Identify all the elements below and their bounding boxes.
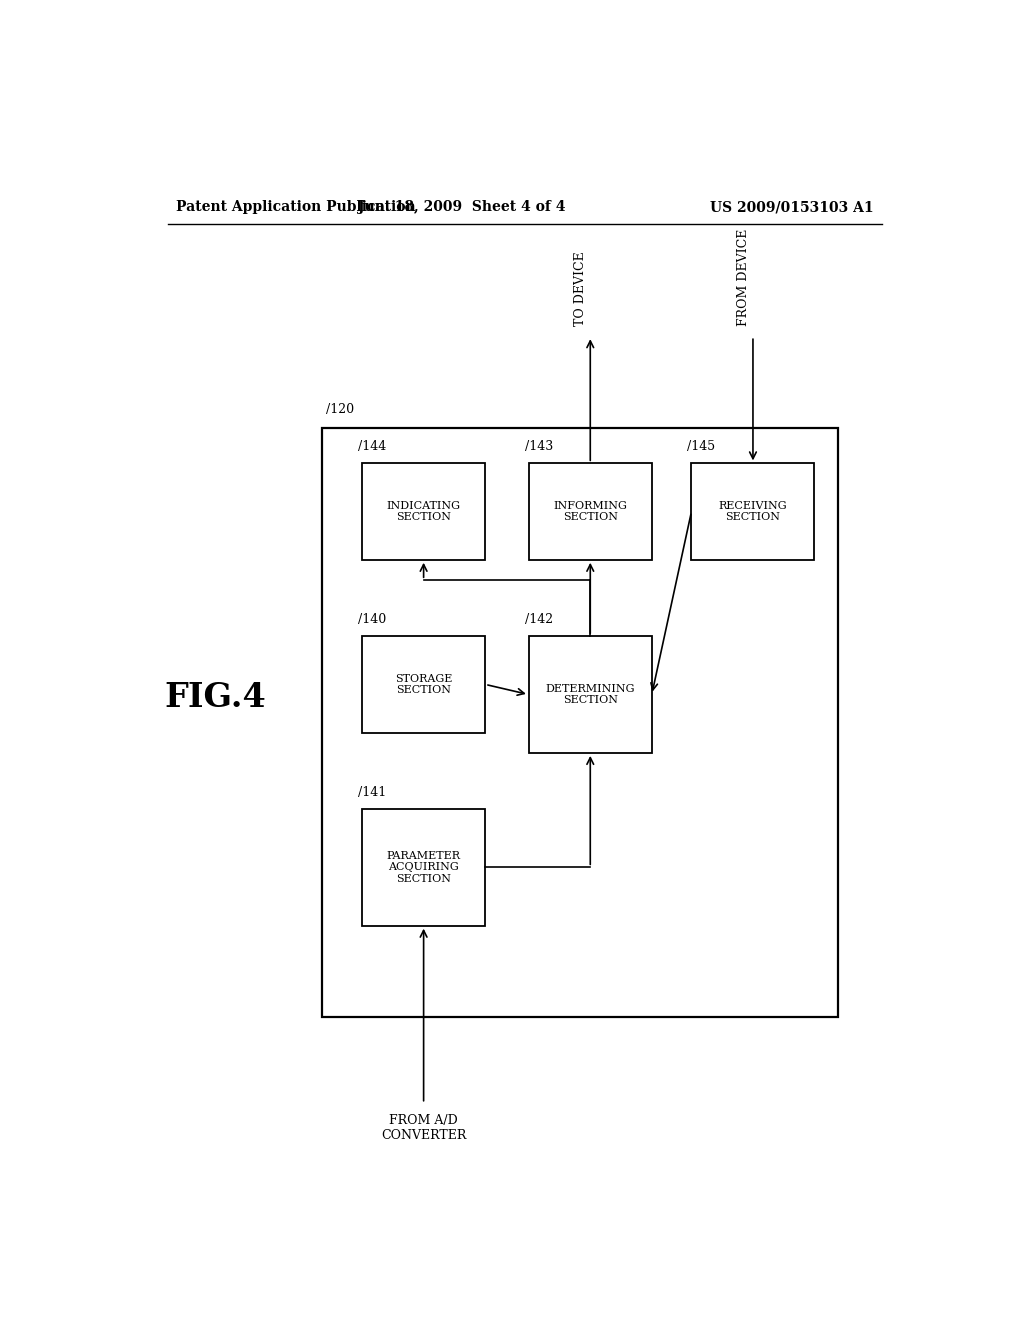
Text: /144: /144 bbox=[358, 440, 386, 453]
Text: /140: /140 bbox=[358, 612, 386, 626]
Text: Jun. 18, 2009  Sheet 4 of 4: Jun. 18, 2009 Sheet 4 of 4 bbox=[357, 201, 565, 214]
Bar bbox=[691, 463, 814, 560]
Bar bbox=[362, 809, 485, 925]
Text: /120: /120 bbox=[327, 403, 354, 416]
Text: /142: /142 bbox=[524, 612, 553, 626]
Text: INFORMING
SECTION: INFORMING SECTION bbox=[553, 500, 628, 523]
Text: INDICATING
SECTION: INDICATING SECTION bbox=[387, 500, 461, 523]
Text: RECEIVING
SECTION: RECEIVING SECTION bbox=[719, 500, 787, 523]
Text: US 2009/0153103 A1: US 2009/0153103 A1 bbox=[711, 201, 873, 214]
Bar bbox=[528, 463, 652, 560]
Text: Patent Application Publication: Patent Application Publication bbox=[176, 201, 416, 214]
Text: FROM DEVICE: FROM DEVICE bbox=[737, 228, 750, 326]
Text: FIG.4: FIG.4 bbox=[165, 681, 266, 714]
Bar bbox=[528, 636, 652, 752]
Text: DETERMINING
SECTION: DETERMINING SECTION bbox=[546, 684, 635, 705]
Text: FROM A/D
CONVERTER: FROM A/D CONVERTER bbox=[381, 1114, 466, 1142]
Text: /145: /145 bbox=[687, 440, 716, 453]
Text: PARAMETER
ACQUIRING
SECTION: PARAMETER ACQUIRING SECTION bbox=[387, 850, 461, 884]
Bar bbox=[323, 428, 839, 1018]
Text: TO DEVICE: TO DEVICE bbox=[574, 251, 587, 326]
Bar bbox=[362, 636, 485, 733]
Text: /143: /143 bbox=[524, 440, 553, 453]
Text: /141: /141 bbox=[358, 785, 386, 799]
Bar bbox=[362, 463, 485, 560]
Text: STORAGE
SECTION: STORAGE SECTION bbox=[395, 673, 453, 696]
